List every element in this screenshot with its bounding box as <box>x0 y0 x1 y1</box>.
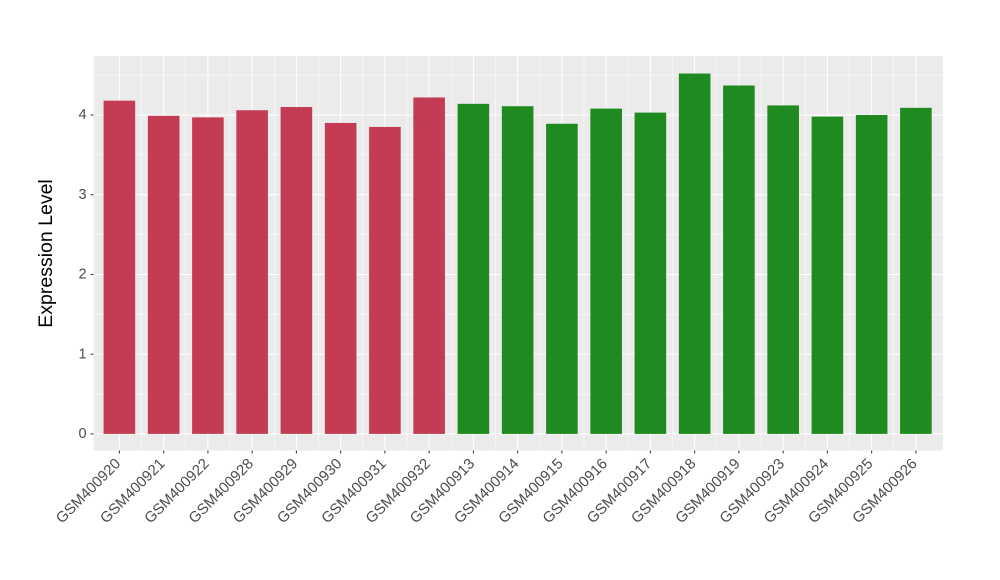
svg-text:2: 2 <box>79 267 87 283</box>
svg-text:0: 0 <box>79 426 87 442</box>
svg-text:4: 4 <box>79 107 87 123</box>
svg-text:3: 3 <box>79 187 87 203</box>
svg-text:Expression Level: Expression Level <box>35 179 57 328</box>
svg-text:1: 1 <box>79 346 87 362</box>
